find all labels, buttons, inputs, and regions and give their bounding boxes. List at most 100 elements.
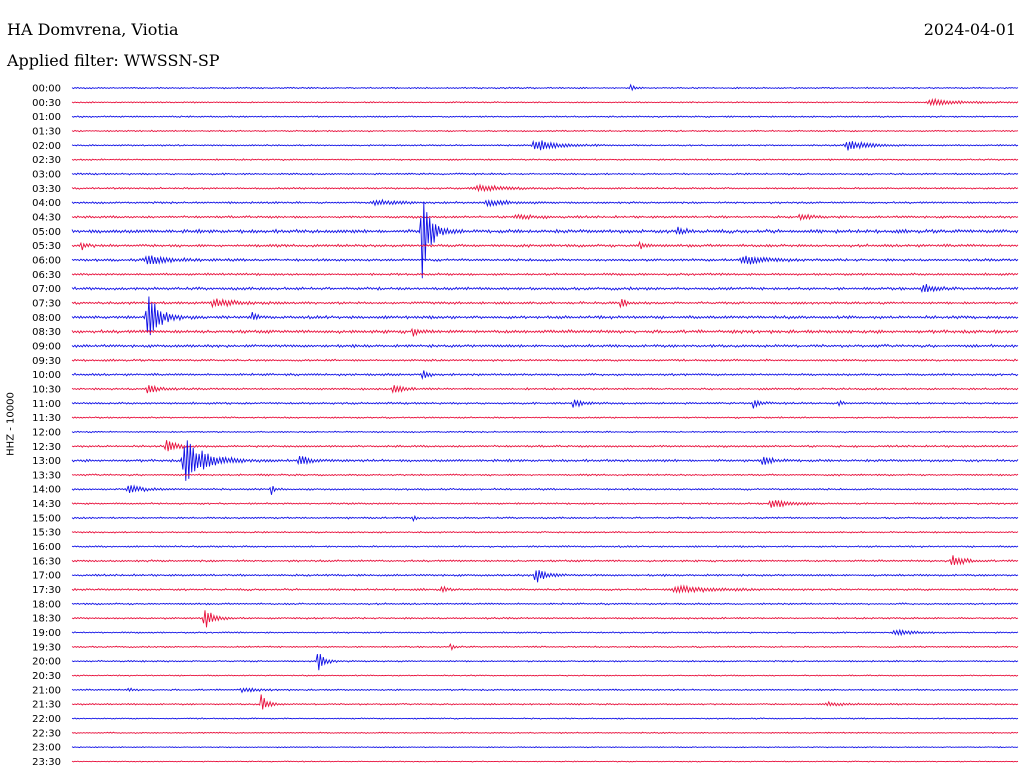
trace-row-1600	[71, 544, 1019, 549]
row-time-label: 00:30	[32, 98, 61, 109]
trace-row-1930	[71, 642, 1019, 652]
row-time-label: 23:30	[32, 757, 61, 768]
row-time-label: 21:30	[32, 700, 61, 711]
row-time-label: 08:00	[32, 313, 61, 324]
row-time-label: 17:00	[32, 571, 61, 582]
trace-row-0930	[71, 358, 1019, 362]
trace-row-0100	[71, 115, 1019, 119]
filter-label: Applied filter: WWSSN-SP	[7, 51, 220, 70]
trace-row-1030	[71, 384, 1019, 394]
trace-row-1900	[71, 628, 1019, 637]
row-time-label: 19:30	[32, 642, 61, 653]
trace-row-2130	[71, 694, 1019, 710]
trace-row-2300	[71, 746, 1019, 749]
row-time-label: 09:00	[32, 341, 61, 352]
trace-row-0500	[71, 201, 1019, 279]
row-time-label: 04:00	[32, 198, 61, 209]
row-time-label: 19:00	[32, 628, 61, 639]
trace-row-2200	[71, 717, 1019, 720]
trace-row-0730	[71, 298, 1019, 309]
trace-row-1430	[71, 499, 1019, 508]
row-time-label: 01:00	[32, 112, 61, 123]
trace-row-1300	[71, 440, 1019, 481]
row-time-label: 14:30	[32, 499, 61, 510]
row-time-label: 20:00	[32, 657, 61, 668]
row-time-label: 04:30	[32, 212, 61, 223]
trace-row-0900	[71, 343, 1019, 349]
row-time-label: 02:00	[32, 141, 61, 152]
row-time-label: 11:30	[32, 413, 61, 424]
trace-row-0430	[71, 213, 1019, 222]
trace-row-1700	[71, 570, 1019, 583]
row-time-label: 01:30	[32, 126, 61, 137]
trace-row-0130	[71, 129, 1019, 133]
row-time-label: 22:00	[32, 714, 61, 725]
row-time-label: 07:00	[32, 284, 61, 295]
trace-row-1630	[71, 555, 1019, 566]
date-label: 2024-04-01	[923, 20, 1016, 39]
trace-row-1100	[71, 399, 1019, 409]
trace-row-1730	[71, 584, 1019, 594]
row-time-label: 05:00	[32, 227, 61, 238]
row-time-label: 20:30	[32, 671, 61, 682]
trace-row-0200	[71, 139, 1019, 151]
trace-row-0600	[71, 255, 1019, 265]
trace-row-0530	[71, 240, 1019, 251]
trace-row-0630	[71, 272, 1019, 277]
row-time-label: 05:30	[32, 241, 61, 252]
trace-row-0000	[71, 83, 1019, 92]
row-time-label: 06:30	[32, 270, 61, 281]
row-time-label: 16:30	[32, 556, 61, 567]
trace-row-0230	[71, 158, 1019, 162]
row-time-label: 18:00	[32, 599, 61, 610]
row-time-label: 22:30	[32, 728, 61, 739]
row-time-label: 14:00	[32, 485, 61, 496]
trace-row-1330	[71, 473, 1019, 477]
trace-row-0300	[71, 172, 1019, 176]
row-time-label: 02:30	[32, 155, 61, 166]
trace-row-2030	[71, 674, 1019, 677]
trace-row-2000	[71, 654, 1019, 671]
trace-row-2100	[71, 687, 1019, 694]
trace-row-1230	[71, 440, 1019, 452]
row-time-label: 16:00	[32, 542, 61, 553]
row-time-label: 17:30	[32, 585, 61, 596]
row-time-label: 10:00	[32, 370, 61, 381]
row-time-label: 12:30	[32, 442, 61, 453]
station-title: HA Domvrena, Viotia	[7, 20, 179, 39]
row-time-label: 09:30	[32, 356, 61, 367]
trace-row-0030	[71, 97, 1019, 107]
row-time-label: 13:00	[32, 456, 61, 467]
trace-row-1830	[71, 610, 1019, 628]
trace-row-2230	[71, 731, 1019, 735]
row-time-label: 15:30	[32, 528, 61, 539]
row-time-label: 10:30	[32, 384, 61, 395]
row-time-label: 23:00	[32, 743, 61, 754]
trace-row-0700	[71, 284, 1019, 293]
trace-row-0800	[71, 296, 1019, 336]
row-time-label: 03:00	[32, 169, 61, 180]
row-time-label: 15:00	[32, 513, 61, 524]
trace-row-1400	[71, 484, 1019, 495]
row-time-label: 03:30	[32, 184, 61, 195]
row-time-label: 21:00	[32, 685, 61, 696]
row-time-label: 13:30	[32, 470, 61, 481]
trace-row-0400	[71, 198, 1019, 208]
trace-row-1200	[71, 430, 1019, 434]
trace-row-1000	[71, 370, 1019, 380]
row-time-label: 06:00	[32, 255, 61, 266]
trace-row-1800	[71, 602, 1019, 606]
row-time-label: 11:00	[32, 399, 61, 410]
trace-row-0830	[71, 327, 1019, 337]
trace-row-0330	[71, 183, 1019, 193]
trace-row-1130	[71, 416, 1019, 419]
trace-row-1530	[71, 530, 1019, 534]
row-time-label: 12:00	[32, 427, 61, 438]
trace-row-1500	[71, 514, 1019, 523]
row-time-label: 08:30	[32, 327, 61, 338]
row-time-label: 07:30	[32, 298, 61, 309]
row-time-label: 00:00	[32, 84, 61, 95]
row-time-label: 18:30	[32, 614, 61, 625]
trace-row-2330	[71, 760, 1019, 763]
